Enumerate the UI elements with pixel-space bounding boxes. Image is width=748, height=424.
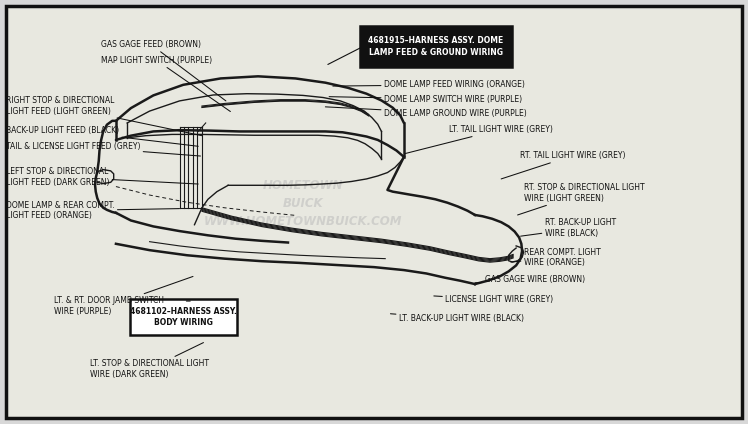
FancyBboxPatch shape	[6, 6, 742, 418]
Text: RT. BACK-UP LIGHT
WIRE (BLACK): RT. BACK-UP LIGHT WIRE (BLACK)	[521, 218, 616, 238]
FancyBboxPatch shape	[360, 26, 512, 67]
Text: GAS GAGE WIRE (BROWN): GAS GAGE WIRE (BROWN)	[475, 275, 585, 285]
Text: DOME LAMP & REAR COMPT.
LIGHT FEED (ORANGE): DOME LAMP & REAR COMPT. LIGHT FEED (ORAN…	[6, 201, 180, 220]
Text: LICENSE LIGHT WIRE (GREY): LICENSE LIGHT WIRE (GREY)	[434, 295, 554, 304]
Text: DOME LAMP GROUND WIRE (PURPLE): DOME LAMP GROUND WIRE (PURPLE)	[325, 107, 527, 118]
FancyBboxPatch shape	[130, 299, 237, 335]
Text: 4681102–HARNESS ASSY.
BODY WIRING: 4681102–HARNESS ASSY. BODY WIRING	[130, 307, 237, 327]
Text: DOME LAMP FEED WIRING (ORANGE): DOME LAMP FEED WIRING (ORANGE)	[333, 80, 524, 89]
Text: RT. STOP & DIRECTIONAL LIGHT
WIRE (LIGHT GREEN): RT. STOP & DIRECTIONAL LIGHT WIRE (LIGHT…	[518, 183, 644, 215]
Text: TAIL & LICENSE LIGHT FEED (GREY): TAIL & LICENSE LIGHT FEED (GREY)	[6, 142, 200, 156]
Text: RT. TAIL LIGHT WIRE (GREY): RT. TAIL LIGHT WIRE (GREY)	[501, 151, 625, 179]
Text: LEFT STOP & DIRECTIONAL
LIGHT FEED (DARK GREEN): LEFT STOP & DIRECTIONAL LIGHT FEED (DARK…	[6, 167, 198, 187]
Text: DOME LAMP SWITCH WIRE (PURPLE): DOME LAMP SWITCH WIRE (PURPLE)	[329, 95, 522, 104]
Text: MAP LIGHT SWITCH (PURPLE): MAP LIGHT SWITCH (PURPLE)	[101, 56, 230, 112]
Text: REAR COMPT. LIGHT
WIRE (ORANGE): REAR COMPT. LIGHT WIRE (ORANGE)	[511, 248, 601, 267]
Text: LT. & RT. DOOR JAMB SWITCH
WIRE (PURPLE): LT. & RT. DOOR JAMB SWITCH WIRE (PURPLE)	[54, 276, 193, 316]
Text: 4681915–HARNESS ASSY. DOME
LAMP FEED & GROUND WIRING: 4681915–HARNESS ASSY. DOME LAMP FEED & G…	[368, 36, 503, 57]
Text: GAS GAGE FEED (BROWN): GAS GAGE FEED (BROWN)	[101, 40, 226, 101]
Text: RIGHT STOP & DIRECTIONAL
LIGHT FEED (LIGHT GREEN): RIGHT STOP & DIRECTIONAL LIGHT FEED (LIG…	[6, 96, 202, 136]
Text: HOMETOWN
BUICK
WWW.HOMETOWNBUICK.COM: HOMETOWN BUICK WWW.HOMETOWNBUICK.COM	[203, 179, 402, 228]
Text: BACK-UP LIGHT FEED (BLACK): BACK-UP LIGHT FEED (BLACK)	[6, 126, 198, 146]
Text: LT. TAIL LIGHT WIRE (GREY): LT. TAIL LIGHT WIRE (GREY)	[405, 125, 553, 153]
Text: LT. BACK-UP LIGHT WIRE (BLACK): LT. BACK-UP LIGHT WIRE (BLACK)	[390, 314, 524, 324]
Text: LT. STOP & DIRECTIONAL LIGHT
WIRE (DARK GREEN): LT. STOP & DIRECTIONAL LIGHT WIRE (DARK …	[90, 343, 209, 379]
